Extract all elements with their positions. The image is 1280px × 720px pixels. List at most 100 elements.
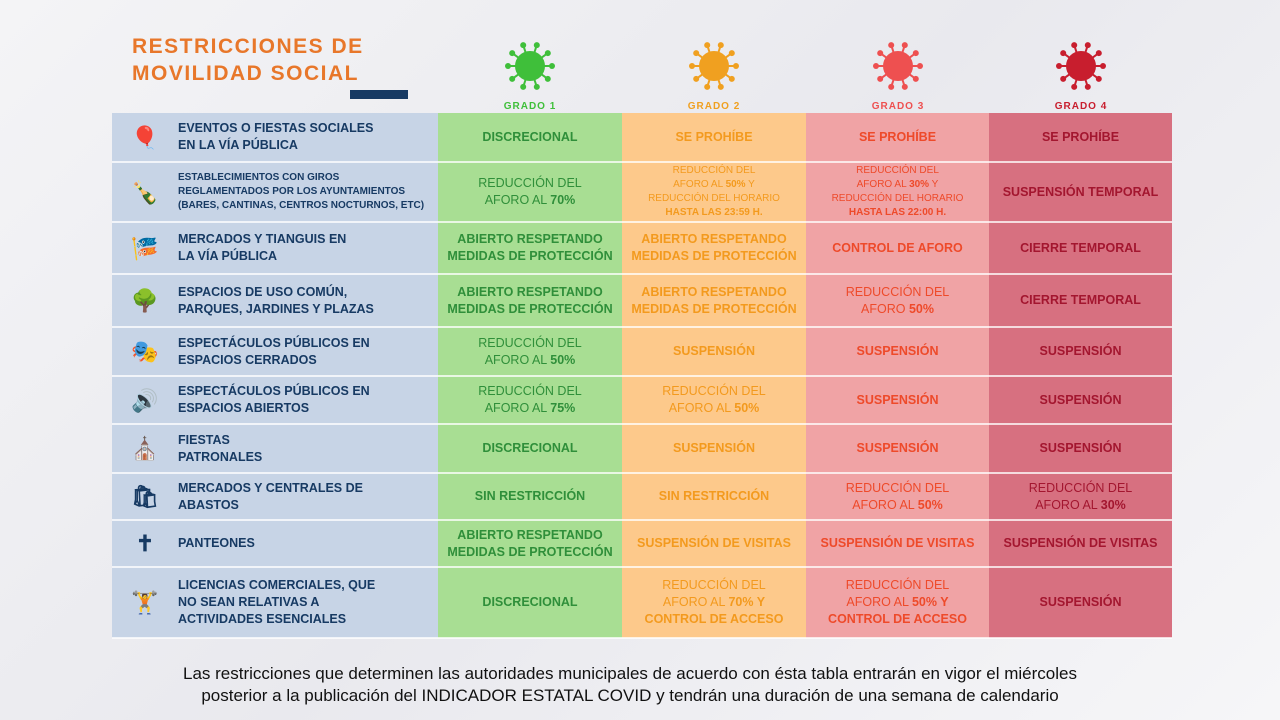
cell-text: REDUCCIÓN DEL bbox=[478, 335, 582, 350]
cell-text: REDUCCIÓN DEL HORARIO bbox=[648, 193, 780, 204]
tombstones-icon: ✝ bbox=[135, 531, 155, 556]
row-label-line: ACTIVIDADES ESENCIALES bbox=[178, 612, 347, 626]
cell-text: CONTROL DE AFORO bbox=[832, 240, 963, 255]
cell-text: REDUCCIÓN DEL bbox=[478, 384, 582, 398]
cell-text: SUSPENSIÓN bbox=[856, 441, 939, 455]
row-label-line: FIESTAS bbox=[178, 432, 230, 447]
table-row: ⛪ FIESTAS PATRONALES DISCRECIONAL SUSPENSIÓN… bbox=[112, 424, 1172, 474]
grade-4-cell: CIERRE TEMPORAL bbox=[989, 274, 1172, 328]
virus-icon bbox=[505, 42, 555, 90]
footer-note: Las restricciones que determinen las aut… bbox=[0, 663, 1260, 707]
grade-1-cell: DISCRECIONAL bbox=[438, 567, 622, 639]
bunting-icon: 🎏 bbox=[131, 235, 159, 261]
cell-text: SUSPENSIÓN bbox=[1039, 344, 1122, 358]
cell-text: SUSPENSIÓN TEMPORAL bbox=[1002, 184, 1159, 199]
table-row: 🎈 EVENTOS O FIESTAS SOCIALES EN LA VÍA PÚB… bbox=[112, 113, 1172, 163]
grade-1-cell: DISCRECIONAL bbox=[438, 113, 622, 163]
row-label-line: ESPECTÁCULOS PÚBLICOS EN bbox=[178, 384, 370, 398]
cell-text: SE PROHÍBE bbox=[858, 129, 937, 144]
virus-icon bbox=[689, 42, 739, 90]
row-label-line: (BARES, CANTINAS, CENTROS NOCTURNOS, ETC… bbox=[178, 200, 425, 211]
grade-2-cell: REDUCCIÓN DEL AFORO AL 50% bbox=[622, 376, 806, 425]
grade-2-cell: SUSPENSIÓN DE VISITAS bbox=[622, 520, 806, 568]
title-line-1: RESTRICCIONES DE bbox=[132, 35, 364, 58]
cell-text: SUSPENSIÓN bbox=[673, 344, 755, 358]
activity-cell: 🔊 ESPECTÁCULOS PÚBLICOS EN ESPACIOS ABIERT… bbox=[112, 376, 438, 425]
cell-text: CONTROL DE ACCESO bbox=[644, 612, 784, 626]
grade-3-cell: SUSPENSIÓN bbox=[806, 327, 989, 377]
cell-text: REDUCCIÓN DEL bbox=[845, 578, 950, 592]
grade-1-cell: REDUCCIÓN DEL AFORO AL 70% bbox=[438, 162, 622, 223]
dumbbell-icon: 🏋 bbox=[131, 590, 159, 615]
grade-4-cell: REDUCCIÓN DEL AFORO AL 30% bbox=[989, 473, 1172, 521]
cell-text: MEDIDAS DE PROTECCIÓN bbox=[447, 301, 613, 316]
cell-text: AFORO AL bbox=[484, 193, 551, 207]
cell-text: DISCRECIONAL bbox=[482, 129, 578, 144]
cell-text: SIN RESTRICCIÓN bbox=[474, 489, 586, 503]
cell-text: DISCRECIONAL bbox=[482, 441, 578, 455]
grade-1-cell: REDUCCIÓN DEL AFORO AL 50% bbox=[438, 327, 622, 377]
cell-text: REDUCCIÓN DEL bbox=[662, 578, 766, 592]
cell-text: REDUCCIÓN DEL bbox=[662, 384, 766, 398]
cell-text: CIERRE TEMPORAL bbox=[1020, 293, 1141, 307]
cell-text: CONTROL DE ACCESO bbox=[828, 612, 967, 626]
cell-text: SUSPENSIÓN bbox=[1039, 441, 1122, 455]
grade-1-cell: REDUCCIÓN DEL AFORO AL 75% bbox=[438, 376, 622, 425]
grade-3-cell: SUSPENSIÓN bbox=[806, 376, 989, 425]
cell-text: 30% bbox=[909, 179, 930, 190]
cell-text: REDUCCIÓN DEL bbox=[856, 165, 939, 176]
table-row: 🌳 ESPACIOS DE USO COMÚN, PARQUES, JARDINES… bbox=[112, 274, 1172, 328]
cell-text: REDUCCIÓN DEL bbox=[478, 176, 582, 190]
church-icon: ⛪ bbox=[131, 436, 159, 461]
row-label-line: LICENCIAS COMERCIALES, QUE bbox=[178, 578, 376, 592]
activity-cell: 🍾 ESTABLECIMIENTOS CON GIROS REGLAMENTADOS… bbox=[112, 162, 438, 223]
grade-1-header: GRADO 1 bbox=[438, 38, 622, 112]
grade-2-cell: SUSPENSIÓN bbox=[622, 327, 806, 377]
cell-text: SUSPENSIÓN bbox=[1039, 392, 1122, 407]
row-label-line: ABASTOS bbox=[178, 497, 239, 512]
row-label-line: NO SEAN RELATIVAS A bbox=[178, 595, 320, 609]
activity-cell: 🏋 LICENCIAS COMERCIALES, QUE NO SEAN RELAT… bbox=[112, 567, 438, 639]
row-label-line: MERCADOS Y TIANGUIS EN bbox=[178, 232, 347, 246]
row-label-line: ESPACIOS ABIERTOS bbox=[178, 401, 310, 415]
virus-icon bbox=[1056, 42, 1106, 90]
cell-text: DISCRECIONAL bbox=[482, 595, 578, 609]
theater-icon: 🎭 bbox=[131, 339, 159, 364]
cell-text: SUSPENSIÓN DE VISITAS bbox=[637, 536, 791, 550]
page-title: RESTRICCIONES DE MOVILIDAD SOCIAL bbox=[132, 33, 364, 87]
cell-text: AFORO AL bbox=[484, 352, 551, 367]
row-label-line: ESPACIOS CERRADOS bbox=[178, 352, 317, 367]
cell-text: 75% bbox=[550, 401, 576, 415]
cell-text: CIERRE TEMPORAL bbox=[1020, 240, 1141, 255]
cell-text: 50% bbox=[734, 401, 760, 415]
grade-3-cell: SUSPENSIÓN DE VISITAS bbox=[806, 520, 989, 568]
cell-text: SUSPENSIÓN bbox=[673, 441, 755, 455]
cell-text: 70% Y bbox=[728, 595, 766, 609]
cell-text: SUSPENSIÓN bbox=[856, 392, 939, 407]
grade-2-cell: SIN RESTRICCIÓN bbox=[622, 473, 806, 521]
grade-3-cell: REDUCCIÓN DEL AFORO AL 50% Y CONTROL DE AC… bbox=[806, 567, 989, 639]
cell-text: REDUCCIÓN DEL bbox=[845, 284, 950, 299]
grade-3-cell: SUSPENSIÓN bbox=[806, 424, 989, 474]
grade-1-cell: ABIERTO RESPETANDO MEDIDAS DE PROTECCIÓN bbox=[438, 222, 622, 275]
row-label-line: ESPACIOS DE USO COMÚN, bbox=[178, 284, 348, 299]
footer-line-1: Las restricciones que determinen las aut… bbox=[183, 664, 1077, 683]
cell-text: SUSPENSIÓN DE VISITAS bbox=[820, 536, 975, 550]
cell-text: MEDIDAS DE PROTECCIÓN bbox=[447, 544, 613, 559]
cell-text: ABIERTO RESPETANDO bbox=[457, 284, 603, 299]
cell-text: SUSPENSIÓN DE VISITAS bbox=[1003, 536, 1158, 550]
grade-2-cell: SUSPENSIÓN bbox=[622, 424, 806, 474]
grade-4-cell: SUSPENSIÓN DE VISITAS bbox=[989, 520, 1172, 568]
row-label-line: ESPECTÁCULOS PÚBLICOS EN bbox=[178, 335, 370, 350]
ice-bucket-icon: 🍾 bbox=[131, 179, 159, 205]
cell-text: REDUCCIÓN DEL HORARIO bbox=[831, 193, 964, 204]
grade-label: GRADO 3 bbox=[871, 101, 925, 112]
row-label-line: PATRONALES bbox=[178, 449, 263, 464]
cell-text: HASTA LAS 22:00 H. bbox=[848, 207, 947, 218]
activity-cell: 🎏 MERCADOS Y TIANGUIS EN LA VÍA PÚBLICA bbox=[112, 222, 438, 275]
cell-text: SE PROHÍBE bbox=[675, 129, 753, 144]
cell-text: ABIERTO RESPETANDO bbox=[641, 232, 787, 246]
cell-text: Y bbox=[745, 179, 755, 190]
grade-2-cell: SE PROHÍBE bbox=[622, 113, 806, 163]
row-label-line: REGLAMENTADOS POR LOS AYUNTAMIENTOS bbox=[178, 186, 406, 197]
